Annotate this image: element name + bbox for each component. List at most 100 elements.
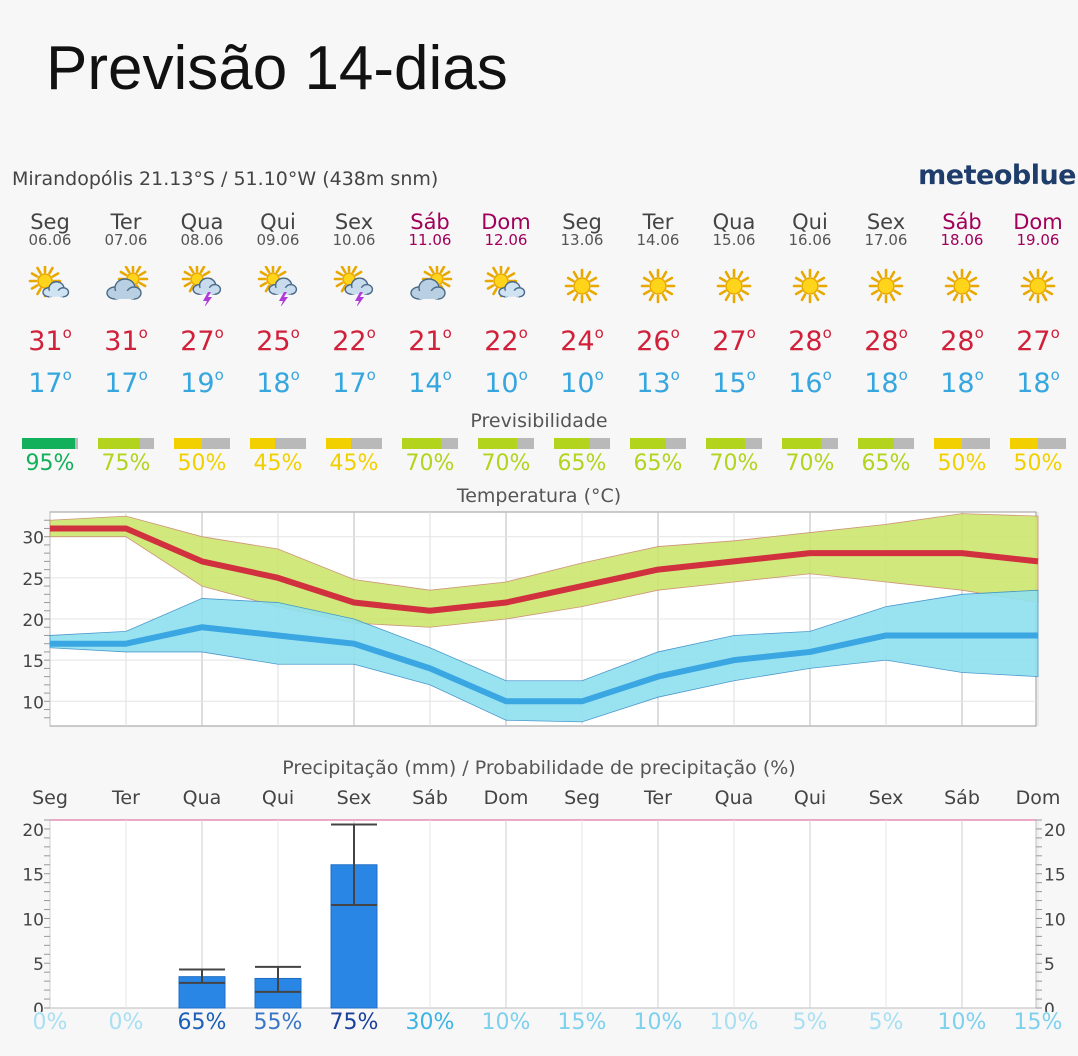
predictability-percent: 70% [405,451,455,476]
day-date: 13.06 [560,231,604,249]
predictability-bar [554,438,610,449]
predictability-percent: 45% [329,451,379,476]
predictability-percent: 75% [101,451,151,476]
degree-sign: o [822,324,832,342]
predictability-bar [250,438,306,449]
max-temperature: 28o [848,324,924,357]
degree-sign: o [670,324,680,342]
degree-sign: o [214,366,224,384]
min-temperature: 13o [620,366,696,399]
sun-icon [944,268,980,304]
precip-day-label: Ter [112,787,140,809]
day-column[interactable]: Dom 12.06 [468,212,544,249]
y-tick-label: 10 [22,693,44,713]
day-date: 08.06 [180,231,224,249]
day-column[interactable]: Dom 19.06 [1000,210,1076,249]
day-column[interactable]: Qui 09.06 [240,210,316,249]
precipitation-probability: 75% [329,1010,379,1035]
max-temp-value: 22 [332,326,367,357]
degree-sign: o [898,324,908,342]
predictability-fill [174,438,202,449]
degree-sign: o [822,366,832,384]
min-temperature: 18o [924,366,1000,399]
degree-sign: o [746,324,756,342]
max-temperature: 31o [88,324,164,357]
precipitation-probability: 10% [937,1010,987,1035]
degree-sign: o [974,366,984,384]
degree-sign: o [746,366,756,384]
sun-cloud-icon [28,266,70,298]
min-temperature: 15o [696,366,772,399]
page-title: Previsão 14-dias [46,34,508,103]
precipitation-chart: 0 0 5 5 10 10 15 15 20 20 [22,819,1066,1012]
day-column[interactable]: Qua 08.06 [164,210,240,249]
predictability-fill [250,438,276,449]
degree-sign: o [1050,324,1060,342]
day-column[interactable]: Qua 15.06 [696,212,772,249]
day-column[interactable]: Sáb 18.06 [924,212,1000,249]
degree-sign: o [594,366,604,384]
max-temperature: 24o [544,324,620,357]
brand-logo[interactable]: meteoblue [918,160,1076,191]
precipitation-probability: 5% [868,1010,904,1035]
y-tick-label: 0 [33,1000,44,1012]
series-range-band-min [49,589,1039,723]
predictability-percent: 70% [709,451,759,476]
day-name: Qui [260,210,296,234]
precip-day-label: Sex [868,787,904,809]
day-date: 10.06 [332,231,376,249]
day-name: Seg [562,210,602,234]
day-column[interactable]: Seg 06.06 [12,212,88,249]
series-line-max [50,525,1039,614]
day-name: Dom [1013,210,1063,234]
predictability-bar [934,438,990,449]
predictability-percent: 50% [1013,451,1063,476]
predictability-percent: 95% [25,451,75,476]
min-temp-value: 17 [332,368,367,399]
day-date: 18.06 [940,231,984,249]
predictability-fill [326,438,352,449]
series-line-min [50,624,1038,705]
day-column[interactable]: Seg 13.06 [544,210,620,249]
degree-sign: o [62,366,72,384]
day-name: Qua [180,210,224,234]
precip-day-label: Dom [483,787,529,809]
day-column[interactable]: Sáb 11.06 [392,212,468,249]
precip-day-label: Qui [793,787,827,809]
day-name: Sex [866,210,906,234]
y-tick-label: 15 [22,866,44,886]
predictability-fill [934,438,962,449]
y-tick-label: 20 [22,821,44,841]
max-temp-value: 27 [1016,326,1051,357]
day-column[interactable]: Ter 07.06 [88,212,164,249]
min-temperature: 16o [772,366,848,399]
min-temperature: 17o [316,366,392,399]
precipitation-probability: 5% [792,1010,828,1035]
max-temperature: 28o [924,324,1000,357]
predictability-bar [22,438,78,449]
temperature-title: Temperatura (°C) [456,485,622,507]
predictability-percent: 65% [633,451,683,476]
max-temp-value: 28 [864,326,899,357]
max-temp-value: 26 [636,326,671,357]
min-temp-value: 10 [484,368,519,399]
degree-sign: o [670,366,680,384]
y-tick-label-right: 10 [1044,910,1066,930]
y-tick-label: 5 [33,955,44,975]
precip-day-label: Sáb [944,787,980,809]
precipitation-probability: 15% [1013,1010,1063,1035]
precip-day-label: Qua [182,787,222,809]
sun-icon [792,268,828,304]
min-temp-value: 13 [636,368,671,399]
precip-day-label: Sáb [412,787,448,809]
degree-sign: o [366,366,376,384]
day-column[interactable]: Ter 14.06 [620,212,696,249]
day-column[interactable]: Sex 17.06 [848,210,924,249]
day-column[interactable]: Qui 16.06 [772,212,848,249]
day-column[interactable]: Sex 10.06 [316,212,392,249]
min-temp-value: 15 [712,368,747,399]
precipitation-probability: 15% [557,1010,607,1035]
max-temp-value: 31 [104,326,139,357]
predictability-fill [858,438,895,449]
degree-sign: o [898,366,908,384]
